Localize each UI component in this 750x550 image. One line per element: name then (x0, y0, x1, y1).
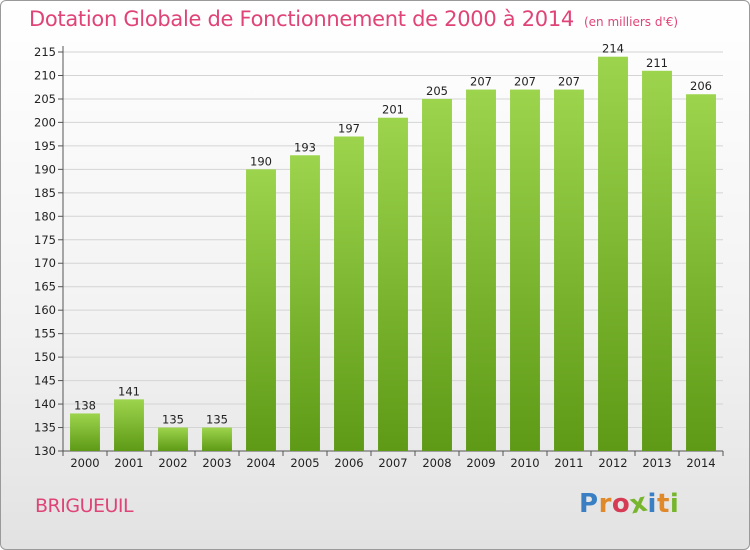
y-tick-label: 150 (34, 350, 56, 364)
bar-2010 (510, 89, 540, 451)
logo-letter: P (579, 489, 599, 519)
data-label: 190 (250, 154, 272, 168)
x-tick-label: 2009 (466, 456, 495, 470)
y-tick-label: 195 (34, 139, 56, 153)
y-tick-label: 135 (34, 421, 56, 435)
data-label: 193 (294, 140, 316, 154)
y-tick-label: 190 (34, 162, 56, 176)
x-tick-label: 2007 (378, 456, 407, 470)
y-tick-label: 205 (34, 92, 56, 106)
data-label: 211 (646, 56, 668, 70)
bar-2012 (598, 56, 628, 451)
bar-2000 (70, 413, 100, 451)
data-label: 207 (558, 75, 580, 89)
y-tick-label: 210 (34, 68, 56, 82)
x-tick-label: 2008 (422, 456, 451, 470)
logo-letter: r (598, 489, 612, 519)
commune-name: BRIGUEUIL (35, 495, 134, 517)
bars (70, 56, 716, 452)
y-tick-label: 175 (34, 233, 56, 247)
y-tick-label: 180 (34, 209, 56, 223)
data-label: 138 (74, 398, 96, 412)
y-tick-label: 145 (34, 374, 56, 388)
x-tick-label: 2014 (686, 456, 715, 470)
x-tick-label: 2002 (158, 456, 187, 470)
data-labels: 138 141 135 135 190 193 197 201 205 207 207 207 214 2… (74, 42, 712, 427)
data-label: 206 (690, 79, 712, 93)
y-tick-label: 155 (34, 327, 56, 341)
data-label: 135 (162, 413, 184, 427)
y-tick-label: 160 (34, 303, 56, 317)
logo-letter: i (669, 489, 680, 519)
data-label: 197 (338, 121, 360, 135)
bar-2008 (422, 98, 452, 452)
y-tick-label: 200 (34, 115, 56, 129)
data-label: 201 (382, 103, 404, 117)
chart-title: Dotation Globale de Fonctionnement de 20… (29, 7, 678, 31)
chart-subtitle: (en milliers d'€) (583, 15, 679, 29)
logo-letter: o (611, 489, 631, 519)
x-tick-label: 2000 (70, 456, 99, 470)
bar-2007 (378, 117, 408, 451)
x-tick-label: 2003 (202, 456, 231, 470)
x-tick-label: 2011 (554, 456, 583, 470)
bar-2005 (290, 155, 320, 452)
x-tick-label: 2010 (510, 456, 539, 470)
x-tick-label: 2004 (246, 456, 275, 470)
logo-letter: t (656, 489, 670, 519)
bar-2011 (554, 89, 584, 451)
x-tick-label: 2005 (290, 456, 319, 470)
bar-2006 (334, 136, 364, 451)
x-tick-label: 2006 (334, 456, 363, 470)
bar-2013 (642, 70, 672, 451)
x-tick-labels: 2000 2001 2002 2003 2004 2005 2006 2007 2008 2009… (62, 451, 724, 470)
x-tick-label: 2001 (114, 456, 143, 470)
bar-2002 (158, 427, 188, 451)
proxiti-logo: Proxiti (579, 488, 680, 521)
logo-letter: i (647, 489, 657, 519)
data-label: 207 (514, 75, 536, 89)
bar-2009 (466, 89, 496, 451)
y-tick-label: 185 (34, 186, 56, 200)
data-label: 205 (426, 84, 448, 98)
bar-2001 (114, 399, 144, 451)
y-tick-label: 215 (34, 45, 56, 59)
bar-2014 (686, 94, 716, 451)
bar-2003 (202, 427, 232, 451)
bar-2004 (246, 169, 276, 451)
y-tick-label: 130 (34, 444, 56, 458)
data-label: 214 (602, 42, 624, 56)
x-tick-label: 2013 (642, 456, 671, 470)
data-label: 141 (118, 384, 140, 398)
data-label: 207 (470, 75, 492, 89)
y-tick-label: 165 (34, 280, 56, 294)
y-tick-labels: 130 135 140 145 150 155 160 165 170 175 180 185 190 1… (34, 45, 56, 458)
chart-title-text: Dotation Globale de Fonctionnement de 20… (29, 7, 574, 31)
y-tick-label: 170 (34, 256, 56, 270)
y-tick-label: 140 (34, 397, 56, 411)
x-tick-label: 2012 (598, 456, 627, 470)
data-label: 135 (206, 413, 228, 427)
